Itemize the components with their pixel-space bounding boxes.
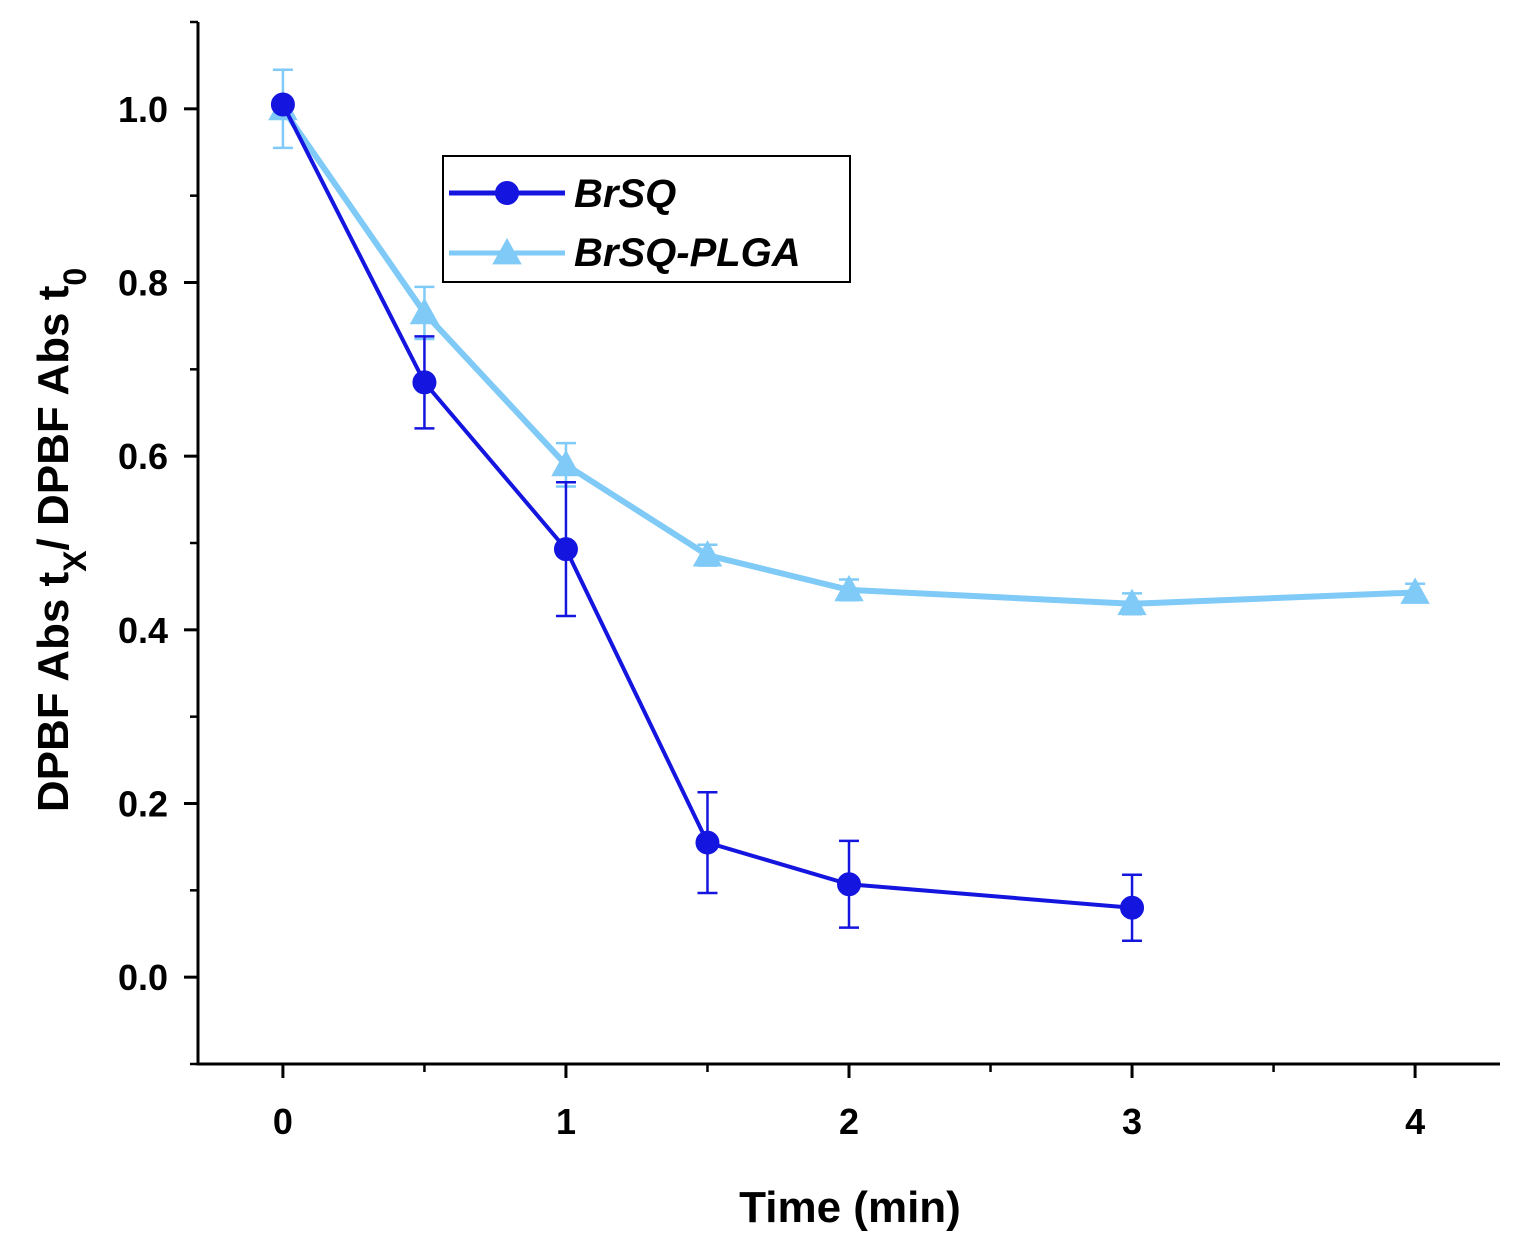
x-tick-label: 0: [273, 1101, 293, 1142]
y-axis-title: DPBF Abs tX/ DPBF Abs t0: [29, 268, 93, 812]
series-line-brsq: [281, 103, 1133, 910]
data-point-brsq-plga: [1400, 577, 1430, 604]
y-axis-title-subscript-0: 0: [57, 268, 93, 286]
x-tick-label: 3: [1122, 1101, 1142, 1142]
y-tick-label: 1.0: [118, 89, 168, 130]
data-point-brsq-plga: [1117, 588, 1147, 616]
y-tick-label: 0.4: [118, 610, 168, 651]
legend-item-brsq-plga: BrSQ-PLGA: [449, 231, 801, 275]
data-point-brsq: [553, 537, 578, 562]
x-tick-label: 4: [1405, 1101, 1425, 1142]
data-point-brsq: [270, 92, 295, 117]
y-tick-label: 0.6: [118, 436, 168, 477]
y-tick-label: 0.0: [118, 957, 168, 998]
y-tick-label: 0.2: [118, 784, 168, 825]
x-tick-label: 1: [556, 1101, 576, 1142]
legend-label-brsq-plga: BrSQ-PLGA: [574, 231, 801, 275]
x-axis-ticks: 0 1 2 3 4: [273, 1064, 1425, 1142]
data-point-brsq-plga: [409, 297, 440, 325]
x-tick-label: 2: [839, 1101, 859, 1142]
y-axis-ticks: 0.0 0.2 0.4 0.6 0.8 1.0: [118, 20, 198, 1066]
series-brsq-plga: [268, 68, 1430, 616]
series-layer: [268, 68, 1430, 942]
data-point-brsq-plga: [692, 540, 723, 567]
y-axis-title-subscript-x: X: [57, 550, 93, 572]
data-point-brsq: [837, 872, 861, 897]
series-brsq: [270, 92, 1145, 942]
legend-marker-brsq-plga: [492, 237, 522, 265]
legend: BrSQ BrSQ-PLGA: [442, 155, 851, 283]
data-point-brsq: [695, 830, 720, 855]
y-axis-title-part-2: / DPBF Abs t: [29, 285, 78, 550]
data-point-brsq: [1120, 895, 1145, 920]
y-axis-title-part-1: DPBF Abs t: [29, 571, 78, 812]
y-tick-label: 0.8: [118, 263, 168, 304]
legend-marker-brsq: [495, 181, 519, 205]
data-point-brsq-plga: [551, 449, 581, 477]
data-point-brsq-plga: [834, 574, 864, 602]
legend-label-brsq: BrSQ: [574, 172, 676, 216]
data-point-brsq: [412, 370, 437, 395]
x-axis-title: Time (min): [739, 1183, 961, 1232]
legend-item-brsq: BrSQ: [449, 172, 676, 216]
